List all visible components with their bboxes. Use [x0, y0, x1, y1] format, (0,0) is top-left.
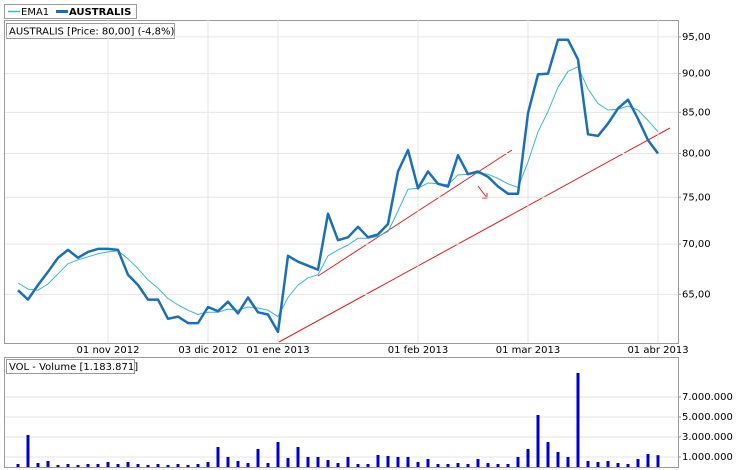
volume-bar — [306, 457, 310, 467]
volume-bar — [376, 455, 380, 467]
volume-bar — [136, 464, 140, 467]
volume-bar — [46, 461, 50, 467]
legend-label[interactable]: AUSTRALIS — [69, 7, 131, 18]
chart-title: AUSTRALIS [Price: 80,00] (-4,8%) — [9, 27, 175, 38]
volume-bar — [326, 460, 330, 467]
volume-bar — [496, 464, 500, 467]
price-line — [17, 66, 659, 318]
volume-bar — [656, 455, 660, 467]
volume-bar — [226, 457, 230, 467]
volume-bar — [516, 457, 520, 467]
volume-bar — [156, 464, 160, 467]
volume-bar — [196, 464, 200, 467]
volume-bar — [366, 464, 370, 467]
volume-bar — [396, 457, 400, 467]
title-box — [6, 23, 175, 39]
x-tick-label: 03 dic 2012 — [178, 345, 237, 356]
volume-bar — [636, 459, 640, 467]
arrow-annotation — [477, 185, 488, 199]
y-tick-label: 7.000.000 — [682, 392, 733, 403]
volume-bar — [476, 459, 480, 467]
trend-line — [278, 127, 671, 343]
x-tick-label: 01 abr 2013 — [627, 345, 688, 356]
volume-panel — [4, 357, 679, 468]
volume-bar — [616, 463, 620, 467]
volume-bar — [276, 442, 280, 467]
volume-bar — [606, 461, 610, 467]
chart-title: VOL - Volume [1.183.871] — [9, 362, 138, 373]
volume-bar — [66, 464, 70, 467]
y-tick-label: 5.000.000 — [682, 412, 733, 423]
x-tick-label: 01 nov 2012 — [77, 345, 140, 356]
volume-bar — [236, 461, 240, 467]
volume-bar — [646, 454, 650, 467]
volume-bar — [246, 463, 250, 467]
volume-bar — [216, 447, 220, 467]
volume-bar — [546, 442, 550, 467]
volume-bar — [16, 464, 20, 467]
x-tick-label: 01 feb 2013 — [388, 345, 449, 356]
volume-bar — [186, 465, 190, 467]
volume-bar — [166, 465, 170, 467]
volume-bar — [566, 457, 570, 467]
volume-bar — [26, 435, 30, 467]
title-box — [6, 359, 135, 374]
volume-bar — [586, 461, 590, 467]
volume-bar — [576, 373, 580, 467]
volume-bar — [36, 463, 40, 467]
volume-bar — [336, 463, 340, 467]
volume-bar — [426, 459, 430, 467]
volume-bar — [526, 449, 530, 467]
y-tick-label: 85,00 — [682, 107, 711, 118]
y-tick-label: 70,00 — [682, 239, 711, 250]
x-tick-label: 01 mar 2013 — [496, 345, 561, 356]
volume-bar — [206, 462, 210, 467]
volume-bar — [486, 463, 490, 467]
price-line — [17, 38, 660, 334]
volume-bar — [86, 464, 90, 467]
y-tick-label: 65,00 — [682, 289, 711, 300]
volume-bar — [96, 464, 100, 467]
volume-bar — [596, 462, 600, 467]
volume-bar — [116, 464, 120, 467]
volume-bar — [146, 465, 150, 467]
y-tick-label: 1.000.000 — [682, 452, 733, 463]
volume-bar — [316, 457, 320, 467]
price-panel — [4, 20, 679, 344]
volume-bar — [386, 456, 390, 467]
volume-bar — [106, 462, 110, 467]
y-tick-label: 90,00 — [682, 69, 711, 80]
volume-bar — [256, 449, 260, 467]
volume-bar — [416, 462, 420, 467]
volume-bar — [536, 415, 540, 467]
y-tick-label: 3.000.000 — [682, 432, 733, 443]
y-tick-label: 80,00 — [682, 148, 711, 159]
volume-bar — [76, 465, 80, 467]
volume-bar — [626, 464, 630, 467]
volume-bar — [506, 464, 510, 467]
volume-bar — [406, 457, 410, 467]
volume-bar — [286, 458, 290, 467]
volume-bar — [296, 447, 300, 467]
volume-bar — [556, 452, 560, 467]
x-tick-label: 01 ene 2013 — [246, 345, 309, 356]
volume-bar — [466, 464, 470, 467]
volume-bar — [436, 464, 440, 467]
volume-bar — [126, 462, 130, 467]
y-tick-label: 75,00 — [682, 192, 711, 203]
volume-bar — [346, 457, 350, 467]
y-tick-label: 95,00 — [682, 32, 711, 43]
volume-bar — [56, 465, 60, 467]
volume-bar — [266, 463, 270, 467]
volume-bar — [176, 464, 180, 467]
volume-bar — [446, 464, 450, 467]
legend-label[interactable]: EMA1 — [21, 7, 49, 18]
volume-bar — [356, 464, 360, 467]
volume-bar — [456, 463, 460, 467]
legend — [4, 4, 137, 19]
